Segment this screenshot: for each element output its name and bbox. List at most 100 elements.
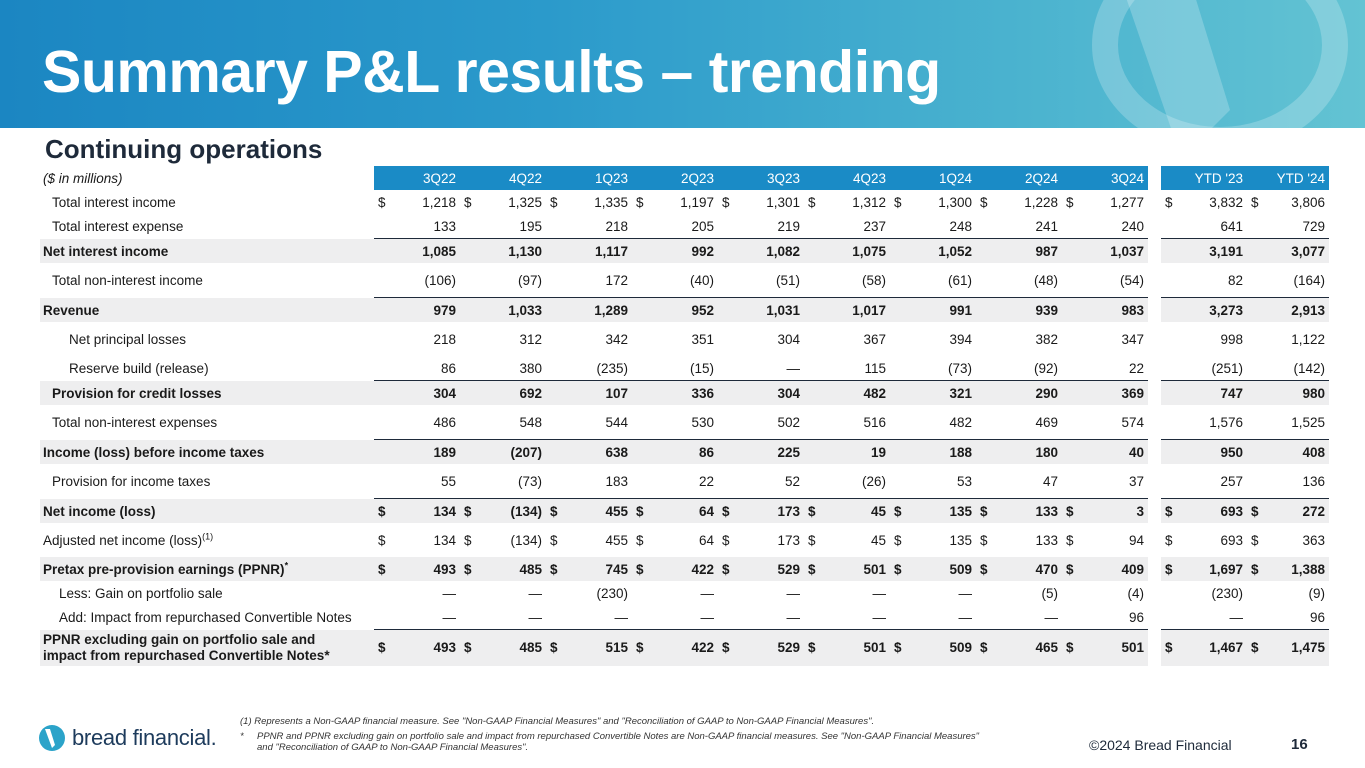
currency-symbol <box>1062 405 1076 440</box>
table-cell: — <box>872 585 887 601</box>
currency-symbol: $ <box>976 557 990 581</box>
table-cell: 638 <box>560 439 632 464</box>
currency-symbol: $ <box>718 498 732 523</box>
table-cell: 998 <box>1220 331 1243 347</box>
table-cell: 747 <box>1175 380 1247 405</box>
row-label-text: Total non-interest expenses <box>52 414 218 430</box>
column-header: 3Q23 <box>718 166 804 190</box>
currency-symbol <box>1247 214 1261 239</box>
table-cell: 939 <box>990 297 1062 322</box>
currency-symbol <box>1062 214 1076 239</box>
currency-symbol <box>546 380 560 405</box>
currency-symbol <box>460 405 474 440</box>
currency-symbol <box>546 581 560 605</box>
currency-symbol: $ <box>1066 532 1074 548</box>
table-row: Pretax pre-provision earnings (PPNR)* $49… <box>40 557 1329 581</box>
table-cell: 1,122 <box>1291 331 1325 347</box>
table-cell: 188 <box>904 439 976 464</box>
currency-symbol <box>890 297 904 322</box>
currency-symbol <box>632 464 646 499</box>
currency-symbol: $ <box>1161 629 1175 666</box>
currency-symbol <box>1161 238 1175 263</box>
table-cell: 195 <box>519 218 542 234</box>
table-cell: 3,077 <box>1261 238 1329 263</box>
table-cell: — <box>700 609 715 625</box>
row-label-text-line-2: impact from repurchased Convertible Note… <box>43 648 330 663</box>
table-cell: 94 <box>1128 532 1144 548</box>
table-cell: — <box>442 609 457 625</box>
row-label: Total non-interest income <box>40 263 374 298</box>
table-cell: 52 <box>784 473 800 489</box>
currency-symbol: $ <box>460 498 474 523</box>
row-label-text: PPNR excluding gain on portfolio sale an… <box>43 632 316 647</box>
table-cell: 455 <box>605 532 628 548</box>
currency-symbol <box>1062 238 1076 263</box>
table-cell: 382 <box>1035 331 1058 347</box>
table-cell: (235) <box>596 360 628 376</box>
table-cell: (54) <box>1119 272 1144 288</box>
currency-symbol <box>804 356 818 381</box>
currency-symbol <box>804 214 818 239</box>
currency-symbol <box>976 464 990 499</box>
currency-symbol: $ <box>378 532 386 548</box>
logo-watermark-icon <box>1092 0 1348 128</box>
currency-symbol <box>1247 605 1261 630</box>
currency-symbol: $ <box>1161 557 1175 581</box>
currency-symbol <box>1161 464 1175 499</box>
table-cell: (40) <box>689 272 714 288</box>
table-cell: (15) <box>689 360 714 376</box>
currency-symbol <box>718 322 732 356</box>
table-cell: 3 <box>1076 498 1148 523</box>
table-cell: 248 <box>949 218 972 234</box>
currency-symbol <box>374 581 388 605</box>
currency-symbol: $ <box>632 557 646 581</box>
row-label-text: Total interest income <box>52 194 176 210</box>
table-cell: 515 <box>560 629 632 666</box>
table-cell: 992 <box>646 238 718 263</box>
currency-symbol <box>1062 356 1076 381</box>
table-cell: 641 <box>1220 218 1243 234</box>
currency-symbol: $ <box>894 532 902 548</box>
currency-symbol: $ <box>804 629 818 666</box>
row-label-text: Net income (loss) <box>43 503 156 519</box>
row-label: Less: Gain on portfolio sale <box>40 581 374 605</box>
table-cell: (142) <box>1293 360 1325 376</box>
table-cell: 241 <box>1035 218 1058 234</box>
currency-symbol <box>718 605 732 630</box>
table-cell: 347 <box>1121 331 1144 347</box>
table-cell: 1,475 <box>1261 629 1329 666</box>
table-cell: — <box>528 585 543 601</box>
table-cell: 3,806 <box>1291 194 1325 210</box>
table-cell: 304 <box>732 380 804 405</box>
currency-symbol <box>718 380 732 405</box>
currency-symbol: $ <box>808 194 816 210</box>
table-cell: — <box>786 360 801 376</box>
footnote-2: * PPNR and PPNR excluding gain on portfo… <box>240 731 979 753</box>
row-label-text: Net interest income <box>43 243 169 259</box>
table-cell: 1,697 <box>1175 557 1247 581</box>
table-cell: 183 <box>605 473 628 489</box>
currency-symbol <box>632 238 646 263</box>
currency-symbol <box>890 405 904 440</box>
company-logo: bread financial. <box>38 724 217 752</box>
currency-symbol <box>1247 439 1261 464</box>
table-cell: 1,228 <box>1024 194 1058 210</box>
currency-symbol <box>976 405 990 440</box>
row-label: Pretax pre-provision earnings (PPNR)* <box>40 557 374 581</box>
table-cell: 218 <box>605 218 628 234</box>
row-label-text: Add: Impact from repurchased Convertible… <box>59 609 352 625</box>
column-gap <box>1148 523 1161 557</box>
table-cell: 485 <box>474 557 546 581</box>
row-label-text: Reserve build (release) <box>69 360 209 376</box>
table-cell: — <box>786 609 801 625</box>
currency-symbol <box>976 380 990 405</box>
currency-symbol <box>1161 581 1175 605</box>
table-cell: 369 <box>1076 380 1148 405</box>
table-cell: 135 <box>949 532 972 548</box>
currency-symbol <box>804 464 818 499</box>
currency-symbol <box>890 464 904 499</box>
row-label-text: Less: Gain on portfolio sale <box>59 585 223 601</box>
table-cell: 64 <box>698 532 714 548</box>
currency-symbol: $ <box>890 629 904 666</box>
table-cell: 133 <box>1035 532 1058 548</box>
